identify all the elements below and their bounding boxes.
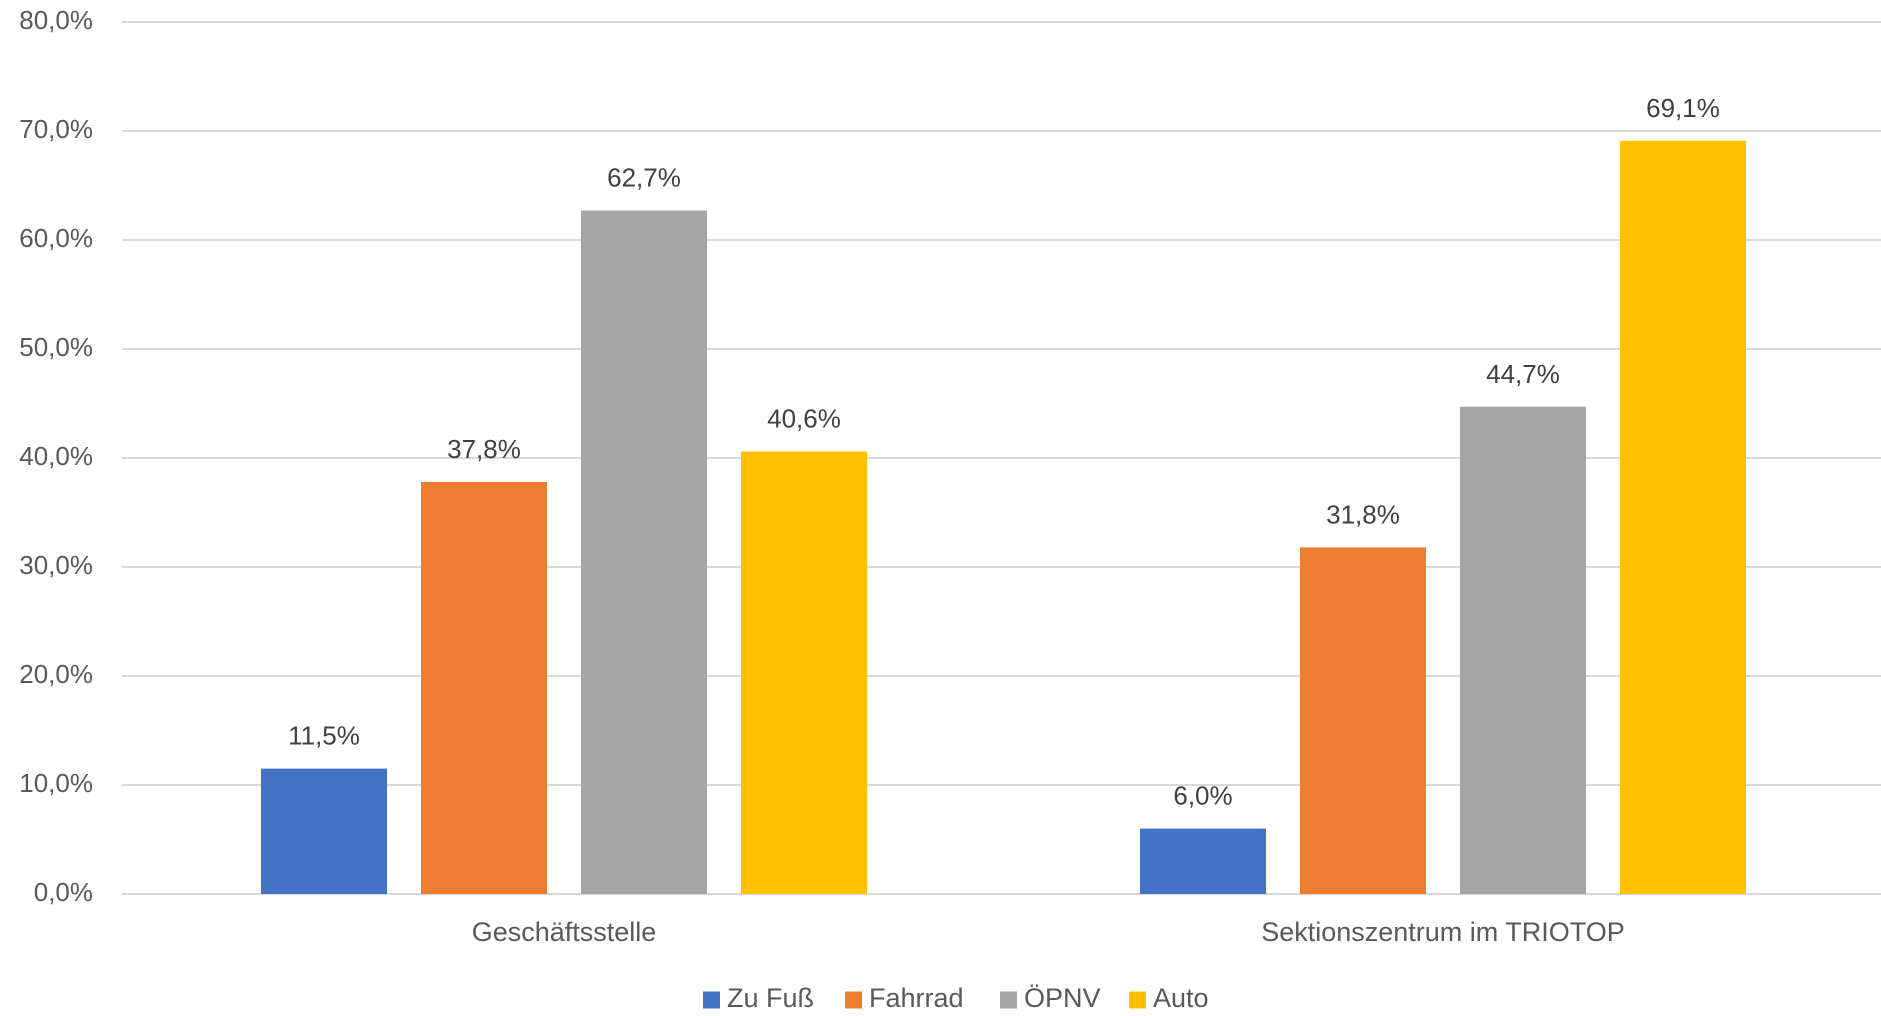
data-label: 40,6% [767,403,841,433]
data-label: 31,8% [1326,499,1400,529]
legend-swatch [703,991,720,1009]
category-label: Geschäftsstelle [472,917,657,947]
legend-label: ÖPNV [1024,983,1101,1013]
data-label: 6,0% [1173,781,1232,811]
y-axis-tick-labels: 0,0% 10,0% 20,0% 30,0% 40,0% 50,0% 60,0% 70,0% 8… [19,5,93,907]
legend-label: Auto [1153,983,1209,1013]
data-label: 37,8% [447,434,521,464]
data-label: 69,1% [1646,93,1720,123]
data-labels: 11,5% 37,8% 62,7% 40,6% 6,0% 31,8% 44,7% 69,1% [288,93,1720,811]
legend-swatch [1000,991,1017,1009]
y-tick-label: 10,0% [19,768,93,798]
bar-fahrrad-1 [1300,547,1426,894]
bar--pnv-0 [581,210,707,894]
legend-label: Fahrrad [869,983,964,1013]
category-label: Sektionszentrum im TRIOTOP [1261,917,1625,947]
y-tick-label: 50,0% [19,332,93,362]
y-tick-label: 0,0% [34,877,93,907]
bars [261,140,1746,894]
y-tick-label: 70,0% [19,114,93,144]
category-labels: Geschäftsstelle Sektionszentrum im TRIOTO… [472,917,1625,947]
data-label: 62,7% [607,163,681,193]
bar-auto-1 [1620,140,1746,894]
legend-label: Zu Fuß [727,983,814,1013]
y-tick-label: 40,0% [19,441,93,471]
data-label: 11,5% [288,721,360,751]
y-tick-label: 30,0% [19,550,93,580]
bar-zu-fu--1 [1140,828,1266,894]
bar-auto-0 [741,451,867,894]
bar-zu-fu--0 [261,768,387,894]
bar-fahrrad-0 [421,481,547,894]
y-tick-label: 20,0% [19,659,93,689]
gridlines [122,21,1881,895]
legend: Zu Fuß Fahrrad ÖPNV Auto [703,983,1209,1013]
bar--pnv-1 [1460,406,1586,894]
legend-swatch [845,991,862,1009]
y-tick-label: 80,0% [19,5,93,35]
data-label: 44,7% [1486,359,1560,389]
y-tick-label: 60,0% [19,223,93,253]
legend-swatch [1129,991,1146,1009]
